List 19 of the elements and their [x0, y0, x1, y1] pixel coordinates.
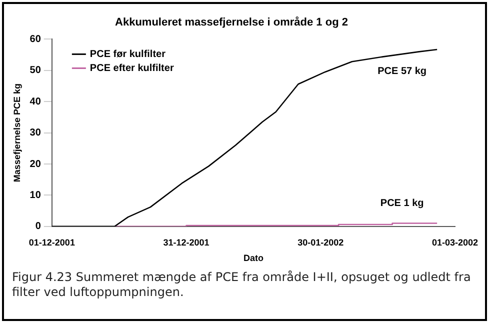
x-tick-label: 01-03-2002 — [432, 237, 478, 248]
y-tick-label: 40 — [30, 96, 42, 108]
x-tick-label: 31-12-2001 — [163, 237, 210, 248]
y-tick-label: 0 — [35, 221, 42, 232]
x-tick-label: 30-01-2002 — [298, 237, 344, 248]
y-tick-label: 20 — [30, 158, 42, 170]
text: Figur 4.23 Summeret mængde af PCE fra område I+II, opsuget og udledt fra filter ved luftoppumpningen. — [12, 270, 472, 300]
legend-label: PCE før kulfilter — [90, 48, 166, 60]
x-axis-title: Dato — [243, 253, 264, 264]
annotation: PCE 57 kg — [378, 66, 427, 78]
y-tick-label: 10 — [30, 190, 42, 201]
y-tick-label: 30 — [30, 128, 42, 139]
x-tick-label: 01-12-2001 — [28, 237, 75, 248]
y-axis-title: Massefjernelse PCE kg — [12, 84, 22, 182]
annotation: PCE 1 kg — [380, 198, 424, 210]
y-tick-label: 50 — [30, 65, 42, 76]
chart-title: Akkumuleret massefjernelse i område 1 og 2 — [115, 16, 348, 29]
y-tick-label: 60 — [30, 34, 42, 45]
legend-label: PCE efter kulfilter — [90, 62, 174, 74]
